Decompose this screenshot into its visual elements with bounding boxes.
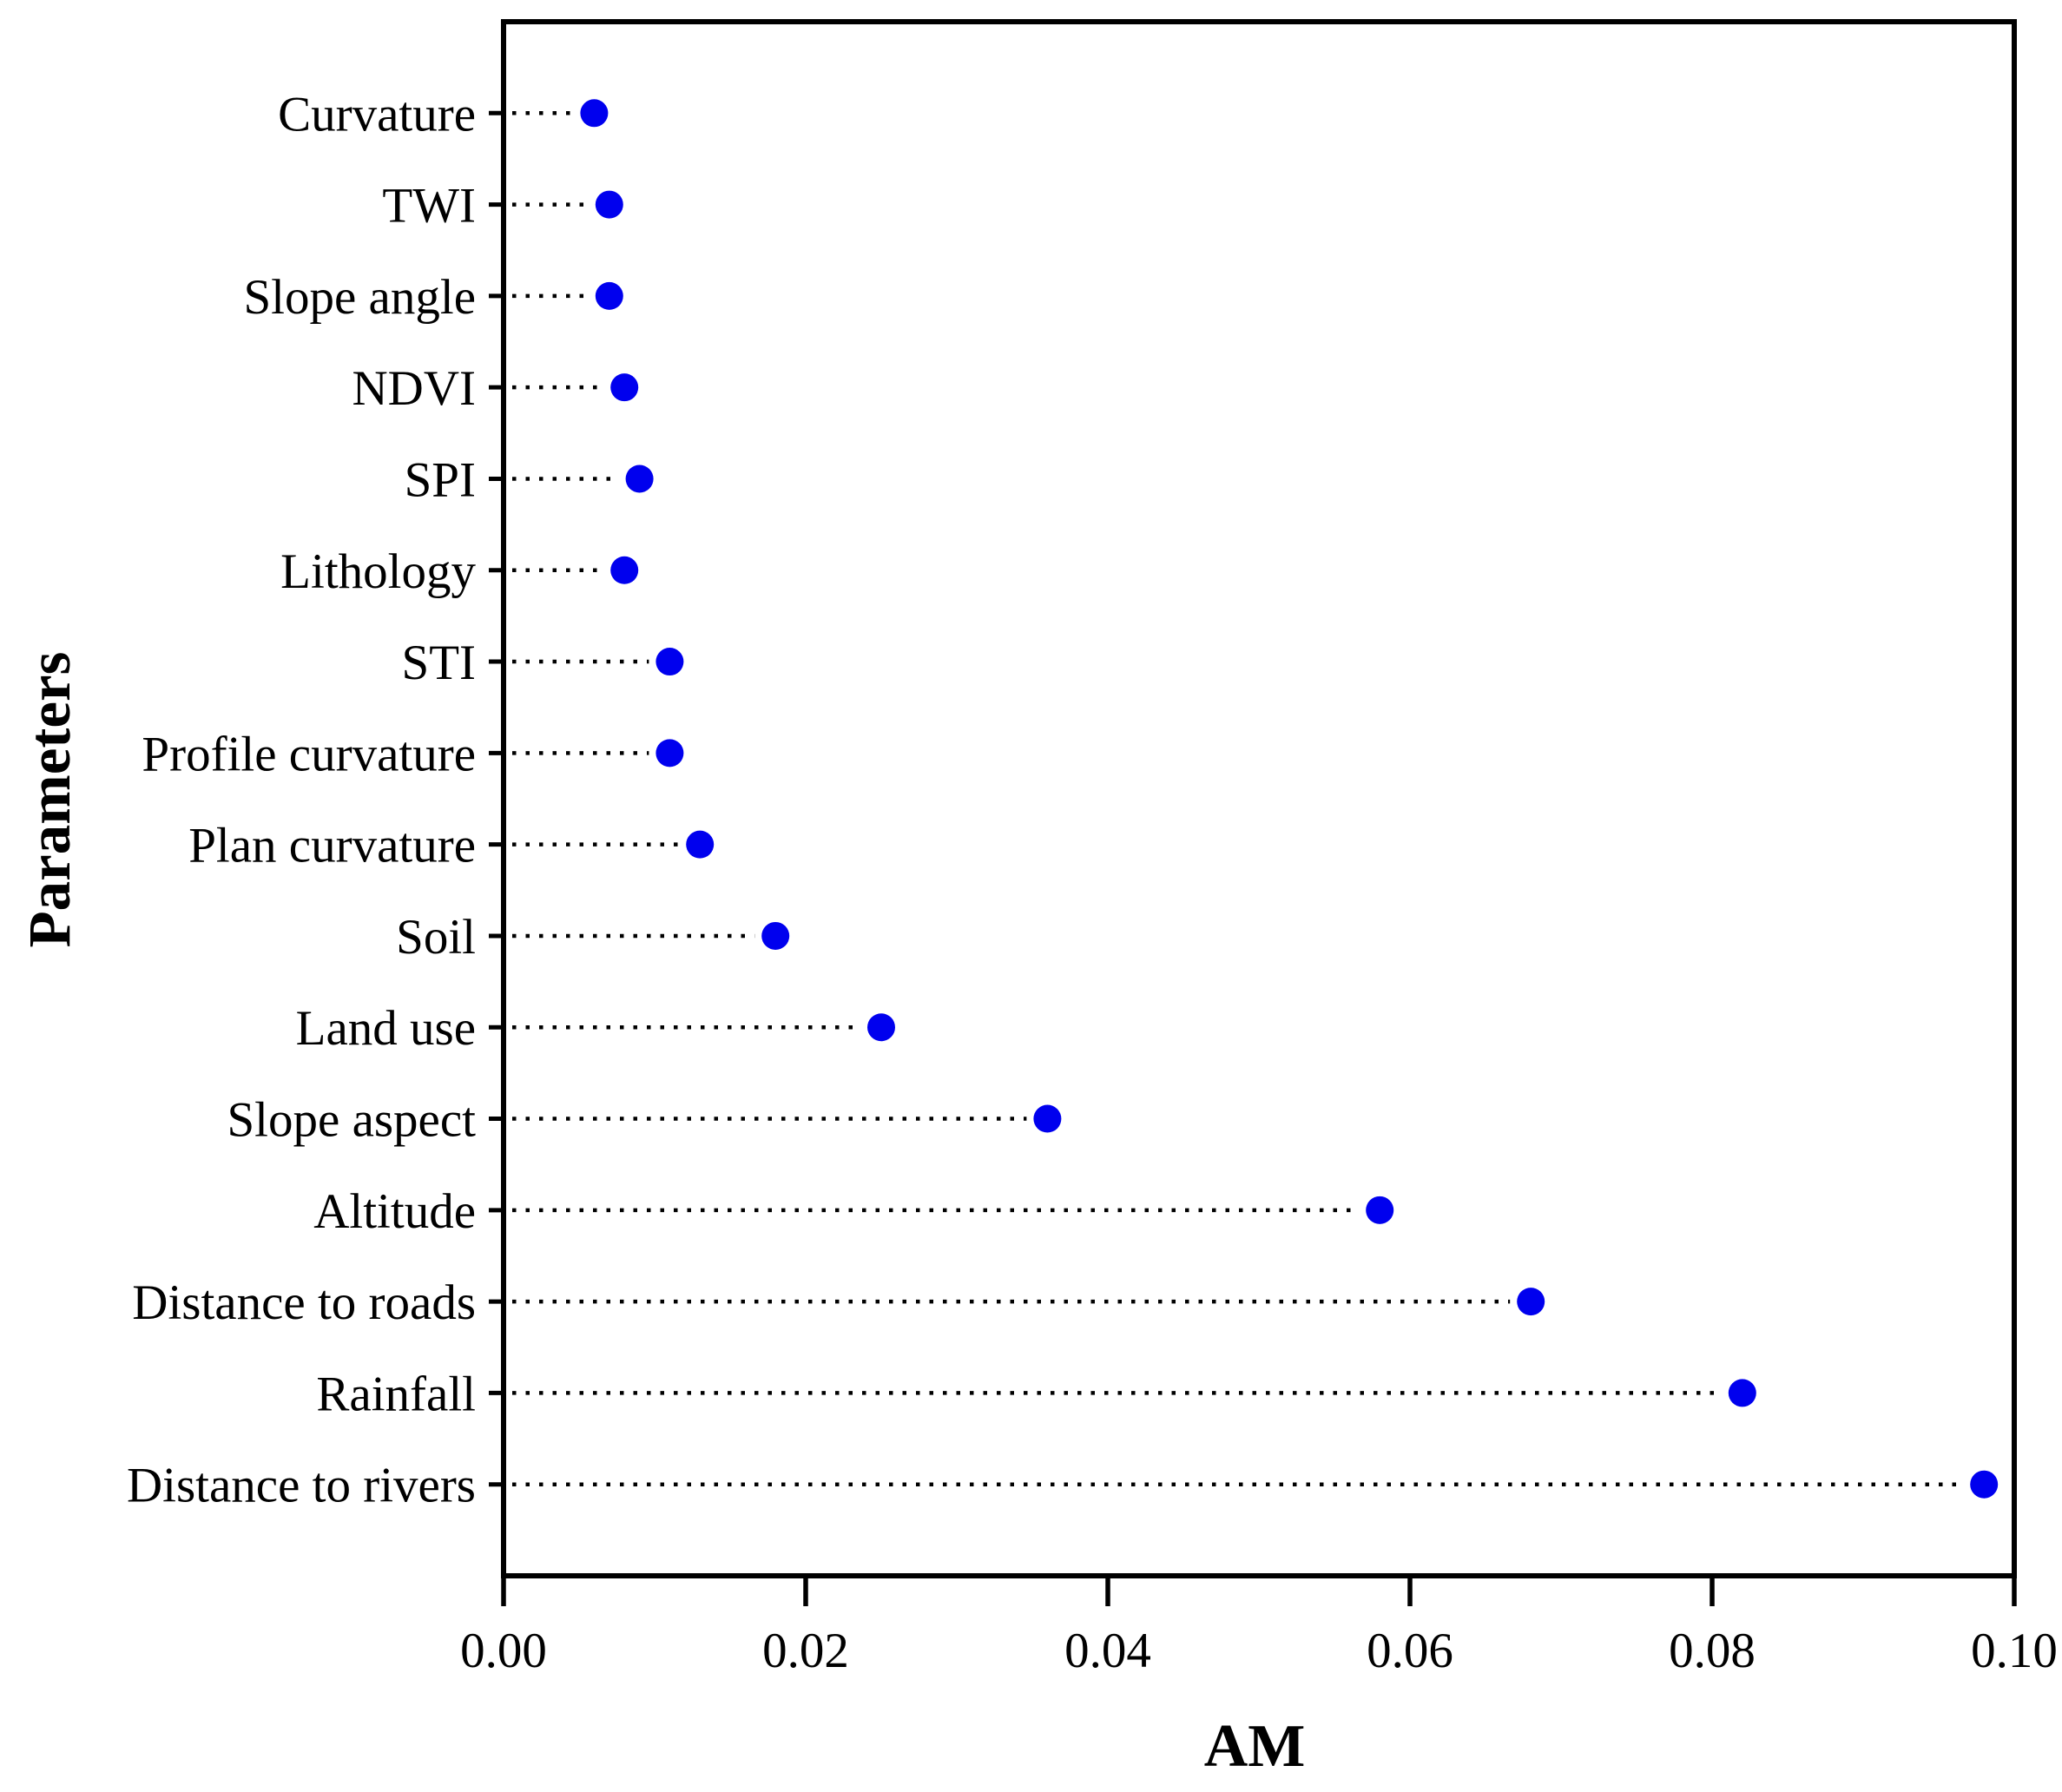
data-point-ndvi (610, 373, 639, 402)
x-tick-label-0.06: 0.06 (1367, 1624, 1453, 1678)
data-point-curvature (580, 99, 609, 128)
data-point-slope-angle (595, 281, 623, 310)
category-label-spi: SPI (405, 452, 476, 507)
x-tick-label-0.04: 0.04 (1064, 1624, 1151, 1678)
x-tick-label-0.08: 0.08 (1669, 1624, 1756, 1678)
data-point-sti (655, 648, 684, 676)
data-point-twi (595, 190, 623, 219)
data-points (580, 99, 1999, 1499)
data-point-soil (761, 921, 790, 950)
x-axis-title: AM (1204, 1713, 1306, 1780)
plot-border (501, 19, 2017, 1578)
category-label-lithology: Lithology (280, 544, 476, 599)
data-point-land-use (867, 1013, 895, 1042)
leader-lines (512, 111, 1964, 1486)
data-point-slope-aspect (1033, 1104, 1062, 1133)
y-axis-category-labels: Curvature TWI Slope angle NDVI SPI Lithology S… (127, 87, 477, 1512)
data-point-lithology (610, 556, 639, 584)
x-tick-label-0.10: 0.10 (1971, 1624, 2058, 1678)
x-tick-label-0.00: 0.00 (460, 1624, 547, 1678)
category-label-profile-curvature: Profile curvature (142, 727, 476, 781)
y-axis-ticks (489, 110, 504, 1487)
category-label-slope-angle: Slope angle (243, 270, 476, 325)
category-label-rainfall: Rainfall (316, 1367, 476, 1421)
category-label-plan-curvature: Plan curvature (188, 819, 476, 873)
data-point-rainfall (1728, 1379, 1756, 1407)
x-axis-tick-labels: 0.00 0.02 0.04 0.06 0.08 0.10 (460, 1624, 2058, 1678)
category-label-curvature: Curvature (278, 87, 476, 142)
category-label-twi: TWI (382, 179, 476, 234)
y-axis-title: Parameters (16, 652, 82, 948)
data-point-distance-to-roads (1517, 1288, 1545, 1316)
data-point-profile-curvature (655, 739, 684, 768)
x-axis-ticks (501, 1576, 2017, 1606)
data-point-spi (625, 464, 654, 493)
category-label-distance-to-rivers: Distance to rivers (127, 1459, 476, 1513)
category-label-altitude: Altitude (313, 1184, 476, 1239)
x-tick-label-0.02: 0.02 (762, 1624, 849, 1678)
category-label-sti: STI (402, 636, 477, 690)
category-label-land-use: Land use (296, 1001, 476, 1056)
category-label-ndvi: NDVI (352, 361, 476, 416)
category-label-distance-to-roads: Distance to roads (132, 1275, 476, 1330)
category-label-soil: Soil (396, 910, 476, 965)
data-point-altitude (1366, 1196, 1394, 1224)
data-point-plan-curvature (686, 830, 715, 859)
data-point-distance-to-rivers (1970, 1470, 1999, 1499)
category-label-slope-aspect: Slope aspect (227, 1093, 476, 1148)
